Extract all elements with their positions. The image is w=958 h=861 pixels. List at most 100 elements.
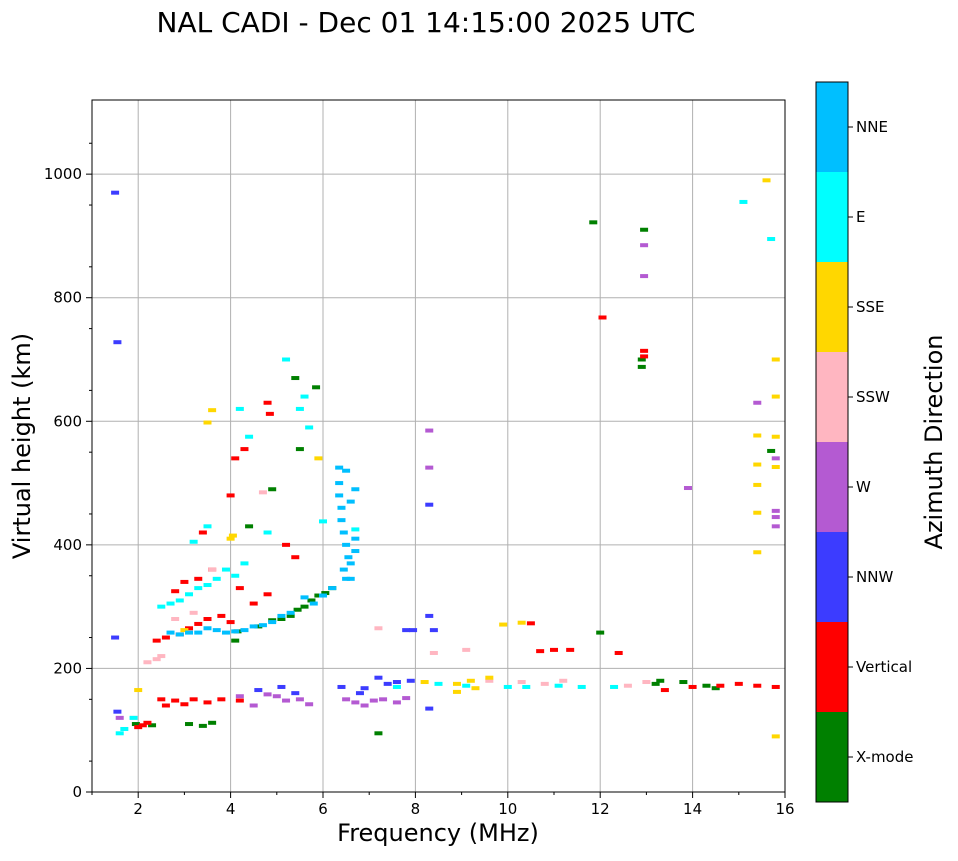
data-point-sse [314, 456, 323, 461]
data-point-nne [328, 586, 337, 591]
data-point-sse [517, 620, 526, 625]
data-point-w [295, 697, 304, 702]
data-point-nnw [111, 635, 120, 640]
data-point-vertical [240, 447, 249, 452]
data-point-nne [337, 505, 346, 510]
data-point-vertical [640, 354, 649, 359]
data-point-w [235, 694, 244, 699]
data-point-nne [344, 555, 353, 560]
data-point-e [203, 524, 212, 529]
data-point-nne [342, 468, 351, 473]
grid-lines [92, 100, 786, 793]
x-tick-label: 14 [683, 800, 702, 818]
data-point-vertical [640, 348, 649, 353]
data-point-e [245, 434, 254, 439]
colorbar-tick-label: W [856, 478, 871, 496]
data-point-ssw [517, 680, 526, 685]
data-point-vertical [249, 601, 258, 606]
data-point-w [402, 696, 411, 701]
data-point-nne [203, 626, 212, 631]
data-point-ssw [429, 650, 438, 655]
data-point-xmode [767, 448, 776, 453]
data-point-ssw [559, 678, 568, 683]
data-point-vertical [716, 683, 725, 688]
data-point-ssw [152, 657, 161, 662]
data-point-e [263, 530, 272, 535]
colorbar-segment [816, 622, 848, 712]
data-point-nne [268, 620, 277, 625]
data-point-vertical [688, 684, 697, 689]
data-point-xmode [702, 683, 711, 688]
data-point-nnw [402, 628, 411, 633]
data-point-w [425, 428, 434, 433]
data-point-e [554, 683, 563, 688]
data-point-e [295, 406, 304, 411]
data-point-sse [420, 680, 429, 685]
data-point-sse [208, 408, 217, 413]
data-point-sse [499, 622, 508, 627]
colorbar-label: Azimuth Direction [920, 335, 948, 550]
data-point-vertical [189, 697, 198, 702]
data-point-sse [471, 686, 480, 691]
data-point-sse [226, 536, 235, 541]
data-point-sse [771, 394, 780, 399]
data-point-ssw [208, 567, 217, 572]
colorbar: X-mode Vertical NNW W SSW SSE E NNE [815, 81, 913, 803]
data-point-nnw [406, 678, 415, 683]
data-point-xmode [321, 591, 330, 596]
data-point-e [194, 586, 203, 591]
data-point-w [282, 698, 291, 703]
data-point-xmode [185, 722, 194, 727]
data-point-e [203, 583, 212, 588]
colorbar-segment [816, 262, 848, 352]
data-point-vertical [161, 703, 170, 708]
data-point-w [771, 456, 780, 461]
data-point-vertical [217, 613, 226, 618]
data-point-nne [212, 628, 221, 633]
data-point-nnw [409, 628, 418, 633]
x-axis-label: Frequency (MHz) [337, 819, 539, 847]
data-point-xmode [300, 604, 309, 609]
data-point-nne [351, 536, 360, 541]
data-point-w [360, 703, 369, 708]
data-point-nne [166, 630, 175, 635]
x-tick-label: 2 [133, 800, 143, 818]
data-point-nne [240, 628, 249, 633]
data-point-vertical [536, 649, 545, 654]
data-point-e [300, 394, 309, 399]
data-point-e [522, 684, 531, 689]
data-point-nne [335, 493, 344, 498]
data-point-e [351, 527, 360, 532]
data-point-w [771, 515, 780, 520]
data-point-e [185, 592, 194, 597]
data-point-vertical [226, 620, 235, 625]
data-point-sse [180, 628, 189, 633]
data-point-e [503, 684, 512, 689]
data-point-sse [771, 434, 780, 439]
x-tick-label: 16 [775, 800, 794, 818]
data-point-nnw [113, 340, 122, 345]
data-point-sse [762, 178, 771, 183]
data-point-vertical [734, 681, 743, 686]
data-point-e [129, 715, 138, 720]
data-point-w [392, 700, 401, 705]
data-point-nne [339, 567, 348, 572]
data-point-w [342, 697, 351, 702]
data-point-vertical [598, 315, 607, 320]
data-point-nnw [111, 190, 120, 195]
colorbar-tick-label: X-mode [856, 748, 913, 766]
colorbar-segment [816, 532, 848, 622]
data-point-e [120, 726, 129, 731]
data-point-xmode [637, 364, 646, 369]
data-point-vertical [171, 589, 180, 594]
data-point-vertical [263, 592, 272, 597]
data-point-nne [194, 630, 203, 635]
axes: 2 4 6 8 10 12 14 16 0 200 400 600 800 1000 [44, 142, 795, 818]
data-point-w [771, 508, 780, 513]
data-point-nne [335, 481, 344, 486]
colorbar-tick-label: E [856, 208, 865, 226]
data-point-vertical [566, 647, 575, 652]
colorbar-frame [815, 81, 849, 803]
data-point-sse [753, 550, 762, 555]
data-point-ssw [258, 490, 267, 495]
